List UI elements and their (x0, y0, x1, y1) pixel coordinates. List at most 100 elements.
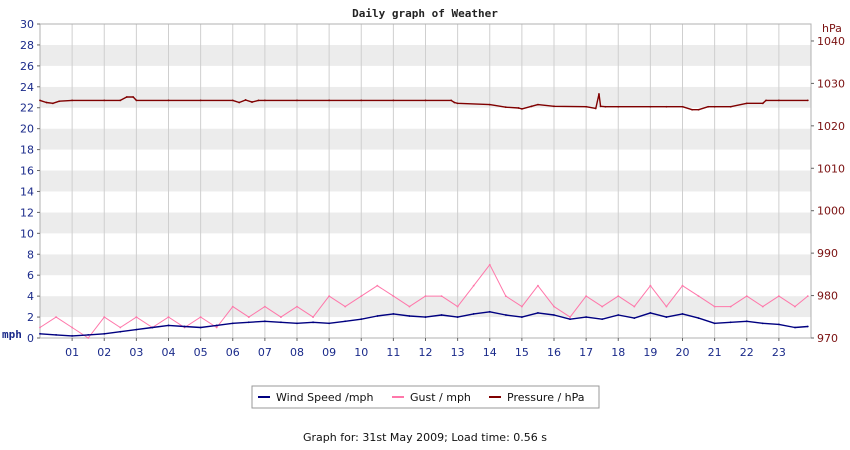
data-point (39, 99, 41, 102)
data-point (376, 315, 379, 317)
data-point (119, 99, 122, 102)
data-point (665, 316, 668, 318)
data-point (794, 326, 796, 329)
x-axis: 01 02 03 04 05 06 07 08 09 10 11 12 13 14 15 16 17 18 19 20… (65, 338, 786, 359)
data-point (39, 326, 41, 329)
data-point (424, 316, 427, 318)
x-tick-label: 15 (515, 346, 529, 359)
data-point (777, 323, 780, 326)
data-point (167, 324, 170, 327)
right-tick-label: 1000 (817, 205, 845, 218)
data-point (617, 295, 620, 298)
data-point (87, 337, 90, 339)
data-point (408, 315, 411, 317)
left-axis-unit: mph (2, 328, 22, 341)
data-point (456, 102, 459, 105)
data-point (665, 105, 668, 108)
data-point (263, 305, 266, 308)
right-tick-label: 1020 (817, 120, 845, 133)
data-point (392, 313, 395, 315)
data-point (119, 326, 122, 329)
data-point (729, 105, 732, 108)
data-point (553, 314, 555, 316)
data-point (231, 99, 234, 102)
x-tick-label: 12 (419, 346, 433, 359)
x-tick-label: 22 (740, 346, 754, 359)
data-point (199, 326, 202, 329)
data-point (103, 99, 106, 102)
series-layer (39, 93, 809, 339)
data-point (504, 106, 507, 109)
data-point (633, 317, 636, 320)
x-tick-label: 10 (354, 346, 368, 359)
data-point (55, 333, 57, 336)
data-point (649, 284, 652, 287)
chart-title: Daily graph of Weather (352, 7, 498, 20)
data-point (440, 295, 443, 298)
data-point (424, 99, 427, 102)
right-tick-label: 990 (817, 247, 838, 260)
data-point (697, 317, 700, 320)
data-point (238, 101, 241, 104)
data-point (263, 99, 266, 102)
data-point (520, 305, 523, 308)
data-point (745, 102, 748, 105)
x-tick-label: 19 (643, 346, 657, 359)
left-tick-label: 2 (27, 311, 34, 324)
data-point (103, 316, 106, 318)
data-point (537, 284, 539, 287)
x-tick-label: 18 (611, 346, 625, 359)
data-point (328, 322, 331, 325)
x-tick-label: 05 (194, 346, 208, 359)
data-point (488, 263, 491, 266)
legend-label: Gust / mph (410, 391, 471, 404)
data-point (806, 295, 809, 298)
legend-label: Pressure / hPa (507, 391, 585, 404)
data-point (257, 99, 260, 102)
data-point (280, 321, 282, 324)
data-point (729, 305, 732, 308)
series-line-2 (39, 93, 808, 111)
data-point (167, 99, 170, 102)
data-point (601, 318, 604, 321)
data-point (649, 105, 652, 108)
left-tick-label: 4 (27, 290, 34, 303)
data-point (697, 295, 700, 298)
data-point (215, 324, 218, 327)
data-point (569, 316, 571, 318)
right-tick-label: 980 (817, 290, 838, 303)
data-point (537, 103, 539, 106)
data-point (604, 105, 607, 108)
data-point (472, 284, 475, 287)
left-tick-label: 24 (20, 81, 34, 94)
data-point (132, 96, 135, 98)
data-point (472, 313, 475, 315)
data-point (151, 326, 154, 329)
data-point (450, 99, 453, 102)
data-point (424, 295, 427, 298)
x-tick-label: 20 (676, 346, 690, 359)
data-point (594, 107, 597, 110)
left-tick-label: 22 (20, 102, 34, 115)
data-point (231, 305, 234, 308)
left-tick-label: 30 (20, 18, 34, 31)
data-point (51, 102, 54, 105)
right-axis-unit: hPa (822, 22, 842, 35)
data-point (745, 320, 748, 323)
data-point (537, 311, 539, 314)
data-point (713, 322, 716, 325)
data-point (601, 305, 604, 308)
x-tick-label: 06 (226, 346, 240, 359)
left-tick-label: 20 (20, 123, 34, 136)
data-point (520, 107, 523, 110)
data-point (745, 295, 748, 298)
data-point (183, 325, 186, 328)
data-point (599, 105, 602, 108)
data-point (488, 103, 491, 106)
data-point (729, 321, 732, 324)
data-point (312, 321, 314, 324)
data-point (681, 313, 684, 315)
data-point (440, 314, 443, 316)
data-point (199, 316, 202, 318)
